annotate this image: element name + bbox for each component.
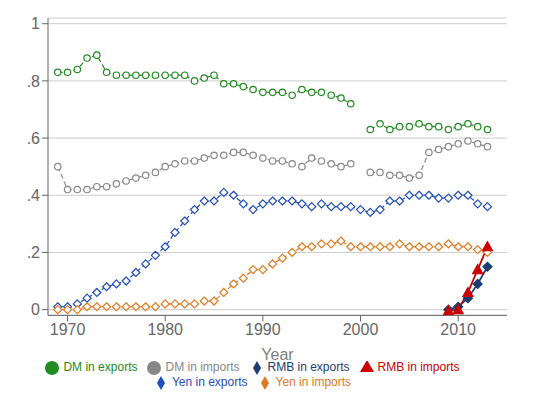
html-text:Yen in imports: Yen in imports	[275, 375, 352, 390]
svg-text:1990: 1990	[245, 321, 281, 338]
html-text:DM in exports: DM in exports	[63, 360, 138, 375]
svg-text:2000: 2000	[343, 321, 379, 338]
svg-text:1980: 1980	[147, 321, 183, 338]
svg-text:1970: 1970	[50, 321, 86, 338]
svg-text:0: 0	[31, 301, 40, 318]
svg-text:.6: .6	[27, 130, 40, 147]
html-text:DM in imports: DM in imports	[165, 360, 240, 375]
svg-text:1: 1	[31, 15, 40, 32]
svg-text:.8: .8	[27, 73, 40, 90]
svg-text:Year: Year	[261, 346, 294, 363]
svg-text:.2: .2	[27, 244, 40, 261]
html-text:Yen in exports: Yen in exports	[171, 375, 248, 390]
html-text:RMB in exports: RMB in exports	[267, 360, 350, 375]
svg-text:2010: 2010	[440, 321, 476, 338]
html-text:RMB in imports: RMB in imports	[377, 360, 460, 375]
svg-text:.4: .4	[27, 187, 40, 204]
